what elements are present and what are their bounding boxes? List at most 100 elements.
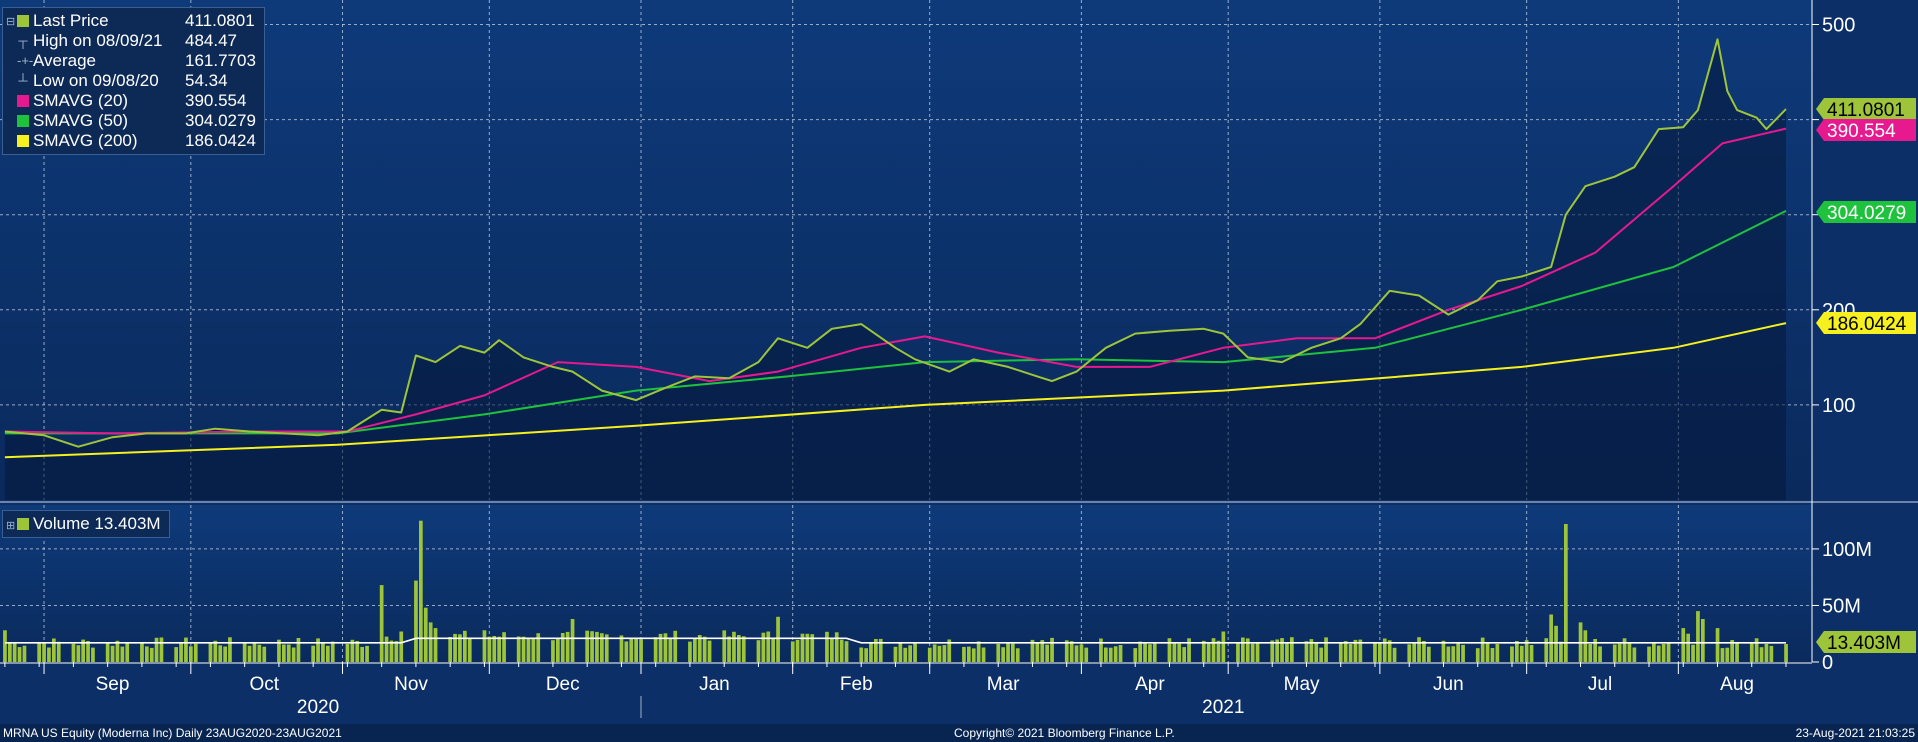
y-tick-label: 100 (1822, 395, 1855, 417)
volume-bar (492, 636, 497, 662)
volume-bar (1564, 524, 1568, 662)
volume-bar (1104, 647, 1108, 662)
volume-bar (105, 642, 110, 662)
volume-bar (1221, 631, 1226, 662)
volume-bar (800, 633, 805, 662)
legend-last-price-label: Last Price (33, 11, 109, 30)
footer-ticker: MRNA US Equity (Moderna Inc) Daily 23AUG… (3, 726, 342, 740)
volume-bar (1549, 614, 1553, 662)
volume-bar (1754, 638, 1759, 662)
volume-bar (1593, 639, 1597, 662)
volume-tag-label: 13.403M (1827, 633, 1901, 654)
last-price-tag: 411.0801 (1816, 98, 1916, 121)
volume-bar (1784, 644, 1788, 662)
legend-low[interactable]: ┴ Low on 09/08/20 54.34 (7, 71, 256, 91)
volume-bar (1069, 641, 1074, 662)
volume-bar (345, 643, 350, 662)
volume-bar (1475, 648, 1480, 662)
high-marker-icon: ┬ (18, 33, 28, 48)
volume-bar (1118, 645, 1123, 662)
legend-sma50[interactable]: SMAVG (50) 304.0279 (7, 111, 256, 131)
legend-last-price[interactable]: Last Price 411.0801 (7, 11, 256, 31)
volume-bar (908, 645, 912, 662)
volume-swatch-icon (17, 518, 29, 530)
volume-bar (22, 645, 27, 662)
sma20-tag-label: 390.554 (1827, 121, 1896, 142)
volume-bar (913, 642, 917, 662)
legend-collapse-icon[interactable]: ⊟ (6, 16, 16, 28)
volume-bar (1544, 638, 1549, 662)
volume-bar (516, 636, 521, 662)
legend-sma200[interactable]: SMAVG (200) 186.0424 (7, 131, 256, 151)
volume-bar (1319, 647, 1323, 662)
volume-bar (903, 647, 908, 662)
volume-bar (1519, 645, 1524, 662)
volume-bar (697, 635, 702, 662)
volume-bar (365, 645, 369, 662)
legend-volume[interactable]: Volume 13.403M (7, 514, 161, 534)
volume-bar (1652, 642, 1656, 662)
legend-sma20[interactable]: SMAVG (20) 390.554 (7, 91, 256, 111)
volume-bar (653, 637, 658, 662)
legend-last-price-value: 411.0801 (185, 11, 255, 30)
volume-bar (1759, 647, 1764, 662)
volume-bar (693, 637, 697, 662)
volume-bar (688, 641, 692, 662)
volume-bar (590, 631, 594, 662)
volume-bar (570, 619, 575, 662)
volume-bar (453, 633, 457, 662)
volume-bar (869, 642, 873, 662)
volume-bar (208, 642, 213, 662)
bloomberg-chart: Sep Oct Nov Dec Jan Feb Mar Apr May Jun Jul Aug 2020… (0, 0, 1918, 718)
volume-bar (663, 633, 668, 662)
volume-bar (242, 643, 247, 662)
volume-bar (878, 638, 883, 662)
volume-bar (1187, 638, 1191, 662)
volume-bar (825, 631, 829, 662)
volume-bar (1177, 643, 1182, 662)
volume-bar (316, 638, 320, 662)
legend-average-value: 161.7703 (185, 51, 256, 70)
volume-bar (1108, 647, 1113, 662)
volume-bar (937, 645, 942, 662)
volume-bar (8, 642, 12, 662)
volume-bar (257, 644, 262, 662)
volume-bar (448, 637, 452, 662)
last-price-tag-box (1816, 98, 1916, 120)
volume-bar (3, 630, 7, 662)
volume-bar (458, 634, 462, 662)
volume-y-tick-label: 0 (1822, 652, 1833, 674)
legend-volume-label: Volume 13.403M (33, 514, 161, 533)
volume-bar (1612, 644, 1617, 662)
volume-bar (737, 635, 741, 662)
legend-high[interactable]: ┬ High on 08/09/21 484.47 (7, 31, 256, 51)
volume-bar (1255, 642, 1260, 662)
volume-bar (321, 643, 325, 662)
volume-bar (1378, 643, 1382, 662)
sma50-swatch-icon (17, 115, 29, 127)
volume-bar (839, 639, 844, 662)
sma200-tag: 186.0424 (1816, 312, 1916, 335)
volume-bar (1495, 644, 1500, 662)
volume-bar (1113, 646, 1118, 662)
volume-bar (47, 647, 51, 662)
volume-bar (604, 634, 609, 662)
sma50-tag: 304.0279 (1816, 201, 1916, 224)
volume-bar (1392, 647, 1397, 662)
volume-bar (1084, 647, 1089, 662)
sma200-tag-box (1816, 312, 1916, 334)
volume-bar (433, 628, 438, 662)
volume-bar (1211, 638, 1216, 662)
volume-bar (1099, 638, 1103, 662)
volume-bar (942, 645, 947, 662)
volume-bar (1006, 643, 1010, 662)
legend-average[interactable]: -+- Average 161.7703 (7, 51, 256, 71)
volume-bar (1045, 644, 1049, 662)
volume-bar (1338, 642, 1343, 662)
volume-legend-expand-icon[interactable]: ⊞ (6, 520, 16, 532)
volume-bar (1749, 642, 1754, 662)
volume-bar (1451, 646, 1456, 662)
footer-copyright: Copyright© 2021 Bloomberg Finance L.P. (954, 726, 1175, 740)
volume-bar (1407, 644, 1412, 662)
volume-bar (1167, 638, 1172, 662)
